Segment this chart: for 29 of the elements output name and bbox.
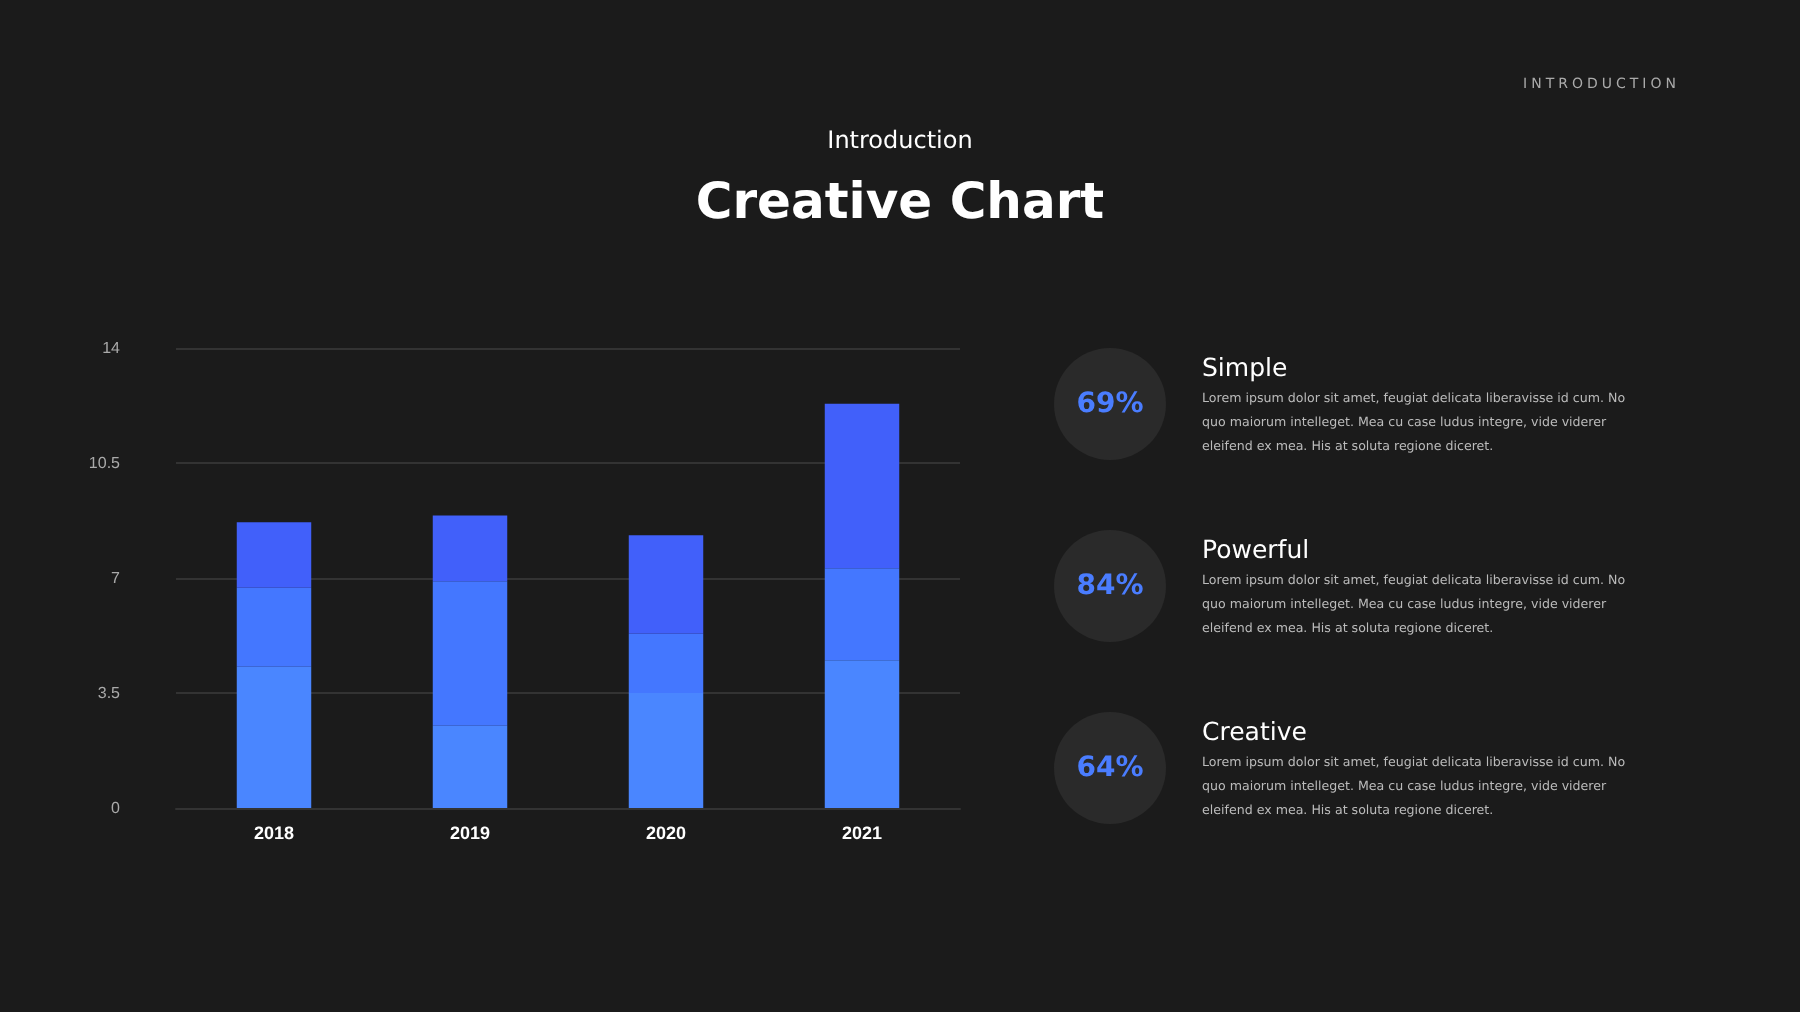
text: 69%: [1054, 348, 1166, 460]
text: 64%: [1054, 712, 1166, 824]
text: Creative: [1202, 716, 1307, 746]
bar: [432, 515, 508, 582]
bar: [432, 581, 508, 726]
bar: [236, 666, 312, 808]
x-tick-label: 2021: [841, 823, 883, 843]
bar: [824, 403, 900, 569]
bar: [236, 587, 312, 667]
bar: [824, 660, 900, 808]
bar: [628, 693, 704, 808]
bar: [628, 633, 704, 693]
chart-subtitle: Introduction: [825, 126, 975, 154]
bar: [628, 535, 704, 634]
y-tick-label: 0: [111, 799, 122, 817]
y-tick-label: 14: [102, 339, 122, 357]
chart-title: Creative Chart: [693, 172, 1107, 230]
y-tick-label: 3.5: [97, 684, 122, 702]
text: Powerful: [1202, 534, 1310, 564]
x-tick-label: 2020: [645, 823, 687, 843]
x-tick-label: 2019: [449, 823, 491, 843]
bar: [432, 725, 508, 808]
bar: [236, 522, 312, 588]
bar: [824, 568, 900, 661]
x-tick-label: 2018: [253, 823, 295, 843]
text: 84%: [1054, 530, 1166, 642]
y-tick-label: 10.5: [88, 454, 122, 472]
y-tick-label: 7: [111, 569, 122, 587]
text: Simple: [1202, 352, 1288, 382]
